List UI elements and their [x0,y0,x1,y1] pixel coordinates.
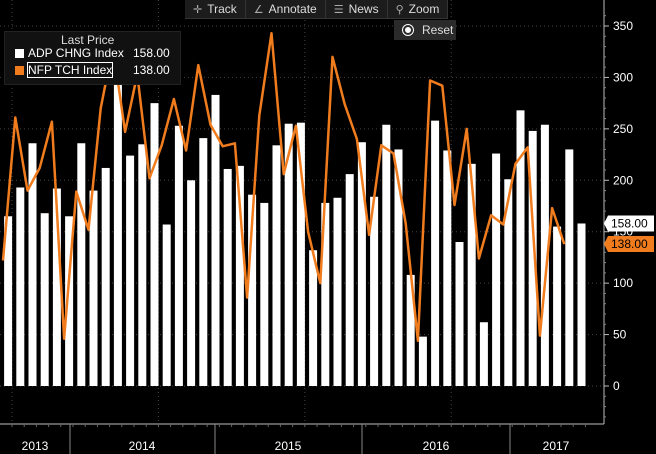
adp-bar [357,142,366,386]
legend-title: Last Price [61,33,115,47]
adp-bar [431,120,440,386]
track-label: Track [207,2,237,16]
adp-bar [516,110,525,386]
adp-bar [101,167,110,386]
adp-last-value: 158.00 [611,216,648,230]
chart-toolbar: ✛ Track ∠ Annotate ☰ News ⚲ Zoom [185,0,449,19]
y-tick-label: 250 [613,122,633,136]
adp-bar [199,138,208,386]
legend: Last Price ADP CHNG Index 158.00 NFP TCH… [4,31,181,85]
adp-bar [260,202,269,386]
adp-bar [345,174,354,386]
adp-bar [16,187,25,386]
reset-button[interactable]: Reset [394,20,456,40]
legend-item-adp[interactable]: ADP CHNG Index [15,46,124,60]
y-tick-label: 200 [613,173,633,187]
adp-bar [467,163,476,386]
nfp-line [1,31,566,342]
adp-bar [113,46,122,386]
legend-item-label: NFP TCH Index [26,62,114,78]
x-tick-label: 2014 [129,439,156,453]
adp-bar [455,242,464,386]
track-button[interactable]: ✛ Track [185,0,246,18]
reset-radio-icon [402,24,414,36]
legend-item-nfp[interactable]: NFP TCH Index [15,62,114,78]
adp-bar [577,223,586,386]
reset-label: Reset [422,23,454,37]
adp-bar [504,179,513,386]
adp-bar [40,213,49,386]
adp-bar [162,224,171,386]
news-button[interactable]: ☰ News [326,0,388,18]
y-tick-label: 50 [613,328,627,342]
adp-bar [406,274,415,386]
nfp-swatch [15,65,24,75]
x-tick-label: 2017 [543,439,570,453]
y-tick-label: 300 [613,70,633,84]
magnifier-icon: ⚲ [395,2,404,16]
legend-item-label: ADP CHNG Index [28,46,124,60]
last-value-tags: 158.00 138.00 [604,215,654,253]
adp-bar [394,149,403,386]
legend-item-value: 138.00 [133,63,170,77]
adp-swatch [15,48,24,58]
x-tick-label: 2013 [22,439,49,453]
legend-item-value: 158.00 [133,46,170,60]
adp-bar [333,197,342,386]
adp-bar [223,168,232,386]
news-label: News [348,2,379,16]
adp-bar [382,124,391,386]
pen-icon: ∠ [253,2,264,16]
adp-bar [309,250,318,386]
adp-bars [4,46,586,387]
adp-bar [528,130,537,386]
y-tick-label: 0 [613,379,620,393]
adp-bar [174,125,183,387]
y-tick-label: 350 [613,19,633,33]
adp-bar [28,143,37,386]
annotate-label: Annotate [268,2,317,16]
adp-bar [248,194,257,386]
zoom-label: Zoom [408,2,440,16]
adp-bar [321,202,330,386]
adp-bar [52,188,61,386]
adp-bar [370,196,379,386]
adp-bar [235,165,244,386]
zoom-button[interactable]: ⚲ Zoom [388,0,449,18]
x-axis: 2013 2014 2015 2016 2017 [0,423,604,454]
adp-last-tag [604,215,654,232]
adp-bar [296,122,305,386]
nfp-last-tag [604,236,654,253]
adp-bar [89,190,98,386]
adp-bar [272,145,281,386]
adp-bar [150,103,159,387]
y-tick-label: 100 [613,276,633,290]
adp-bar [211,94,220,387]
adp-bar [540,124,549,386]
adp-bar [443,150,452,386]
adp-bar [126,155,135,386]
x-tick-label: 2015 [275,439,302,453]
news-icon: ☰ [333,2,344,16]
adp-bar [138,144,147,386]
annotate-button[interactable]: ∠ Annotate [246,0,326,18]
x-tick-label: 2016 [423,439,450,453]
adp-bar [418,336,427,386]
nfp-last-value: 138.00 [611,237,648,251]
adp-bar [479,322,488,386]
adp-bar [565,149,574,386]
adp-bar [284,123,293,386]
adp-bar [65,216,74,386]
adp-bar [553,226,562,386]
adp-bar [4,216,13,386]
adp-bar [187,180,196,386]
crosshair-icon: ✛ [193,2,203,16]
adp-bar [77,143,86,386]
adp-bar [492,153,501,386]
